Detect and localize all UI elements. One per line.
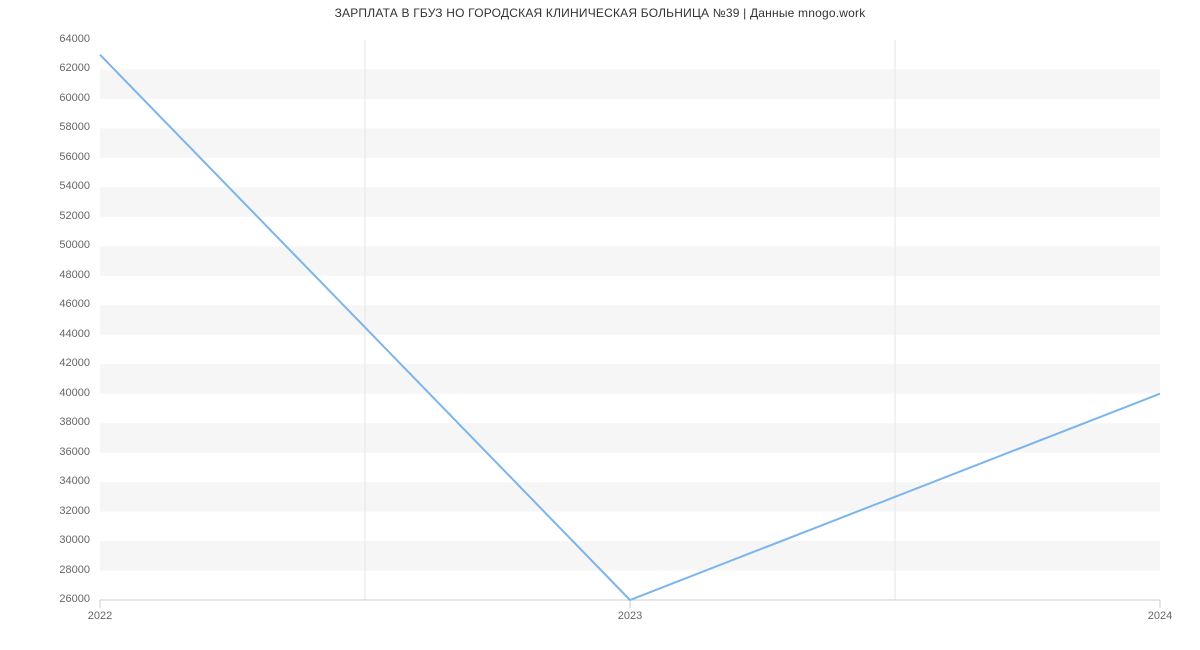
y-tick-label: 42000 — [0, 357, 90, 369]
y-tick-label: 50000 — [0, 239, 90, 251]
y-tick-label: 52000 — [0, 210, 90, 222]
salary-chart: ЗАРПЛАТА В ГБУЗ НО ГОРОДСКАЯ КЛИНИЧЕСКАЯ… — [0, 0, 1200, 650]
y-tick-label: 46000 — [0, 298, 90, 310]
y-tick-label: 34000 — [0, 475, 90, 487]
x-tick-label: 2023 — [590, 610, 670, 622]
y-tick-label: 64000 — [0, 33, 90, 45]
y-tick-label: 56000 — [0, 151, 90, 163]
y-tick-label: 38000 — [0, 416, 90, 428]
y-tick-label: 32000 — [0, 505, 90, 517]
x-tick-label: 2022 — [60, 610, 140, 622]
plot-area — [100, 40, 1160, 600]
x-tick-label: 2024 — [1120, 610, 1200, 622]
y-tick-label: 36000 — [0, 446, 90, 458]
y-tick-label: 40000 — [0, 387, 90, 399]
y-tick-label: 60000 — [0, 92, 90, 104]
y-tick-label: 44000 — [0, 328, 90, 340]
y-tick-label: 28000 — [0, 564, 90, 576]
y-tick-label: 26000 — [0, 593, 90, 605]
y-tick-label: 58000 — [0, 121, 90, 133]
y-tick-label: 62000 — [0, 62, 90, 74]
chart-title: ЗАРПЛАТА В ГБУЗ НО ГОРОДСКАЯ КЛИНИЧЕСКАЯ… — [0, 6, 1200, 20]
y-tick-label: 54000 — [0, 180, 90, 192]
y-tick-label: 30000 — [0, 534, 90, 546]
y-tick-label: 48000 — [0, 269, 90, 281]
